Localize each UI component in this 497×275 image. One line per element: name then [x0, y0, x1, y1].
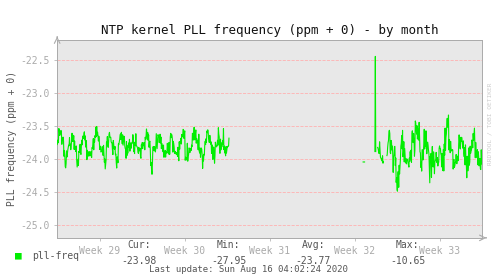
- Title: NTP kernel PLL frequency (ppm + 0) - by month: NTP kernel PLL frequency (ppm + 0) - by …: [101, 24, 438, 37]
- Text: ■: ■: [15, 251, 22, 261]
- Text: Max:: Max:: [396, 240, 419, 249]
- Text: -10.65: -10.65: [390, 256, 425, 266]
- Text: RRDTOOL / TOBI OETIKER: RRDTOOL / TOBI OETIKER: [487, 82, 492, 165]
- Text: Avg:: Avg:: [301, 240, 325, 249]
- Text: Last update: Sun Aug 16 04:02:24 2020: Last update: Sun Aug 16 04:02:24 2020: [149, 265, 348, 274]
- Text: -23.98: -23.98: [122, 256, 157, 266]
- Text: Cur:: Cur:: [127, 240, 151, 249]
- Y-axis label: PLL frequency (ppm + 0): PLL frequency (ppm + 0): [7, 71, 17, 207]
- Text: -27.95: -27.95: [211, 256, 246, 266]
- Text: Min:: Min:: [217, 240, 241, 249]
- Text: pll-freq: pll-freq: [32, 251, 80, 261]
- Text: -23.77: -23.77: [296, 256, 331, 266]
